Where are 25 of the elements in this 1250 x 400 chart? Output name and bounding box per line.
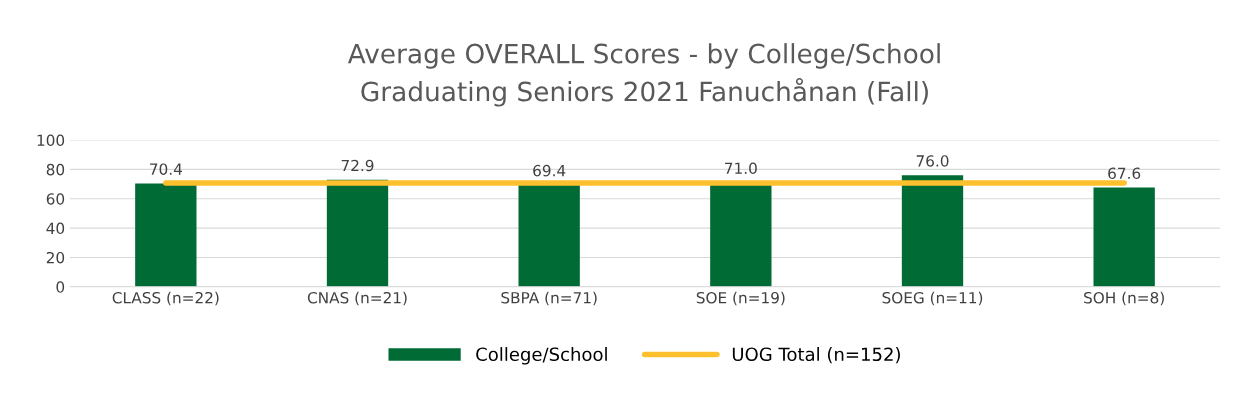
y-tick-label: 40: [46, 222, 65, 235]
data-label: 71.0: [725, 162, 757, 175]
bar: [1093, 187, 1155, 287]
x-tick-label: SOH (n=8): [1084, 291, 1164, 306]
x-tick-label: CLASS (n=22): [112, 291, 219, 306]
y-tick-label: 100: [37, 134, 65, 147]
bar: [901, 175, 964, 287]
x-tick-label: CNAS (n=21): [307, 291, 407, 306]
y-tick-label: 20: [46, 251, 65, 264]
legend-label: UOG Total (n=152): [732, 347, 900, 364]
bar: [135, 183, 197, 287]
chart-title: Average OVERALL Scores - by College/School Graduating Seniors 2021 Fanuchånan (Fall): [347, 43, 940, 107]
bar: [518, 184, 580, 287]
x-tick-label: SOE (n=19): [696, 291, 785, 306]
data-label: 70.4: [150, 163, 182, 175]
y-tick-label: 60: [46, 193, 65, 205]
data-label: 67.6: [1108, 167, 1141, 180]
y-tick-label: 0: [56, 281, 65, 293]
data-label: 69.4: [533, 164, 566, 177]
data-label: 76.0: [916, 155, 949, 167]
legend-label: College/School: [476, 347, 607, 365]
y-tick-label: 80: [46, 163, 65, 176]
data-label: 72.9: [341, 159, 374, 172]
x-tick-label: SBPA (n=71): [501, 291, 597, 306]
x-tick-label: SOEG (n=11): [882, 291, 983, 306]
